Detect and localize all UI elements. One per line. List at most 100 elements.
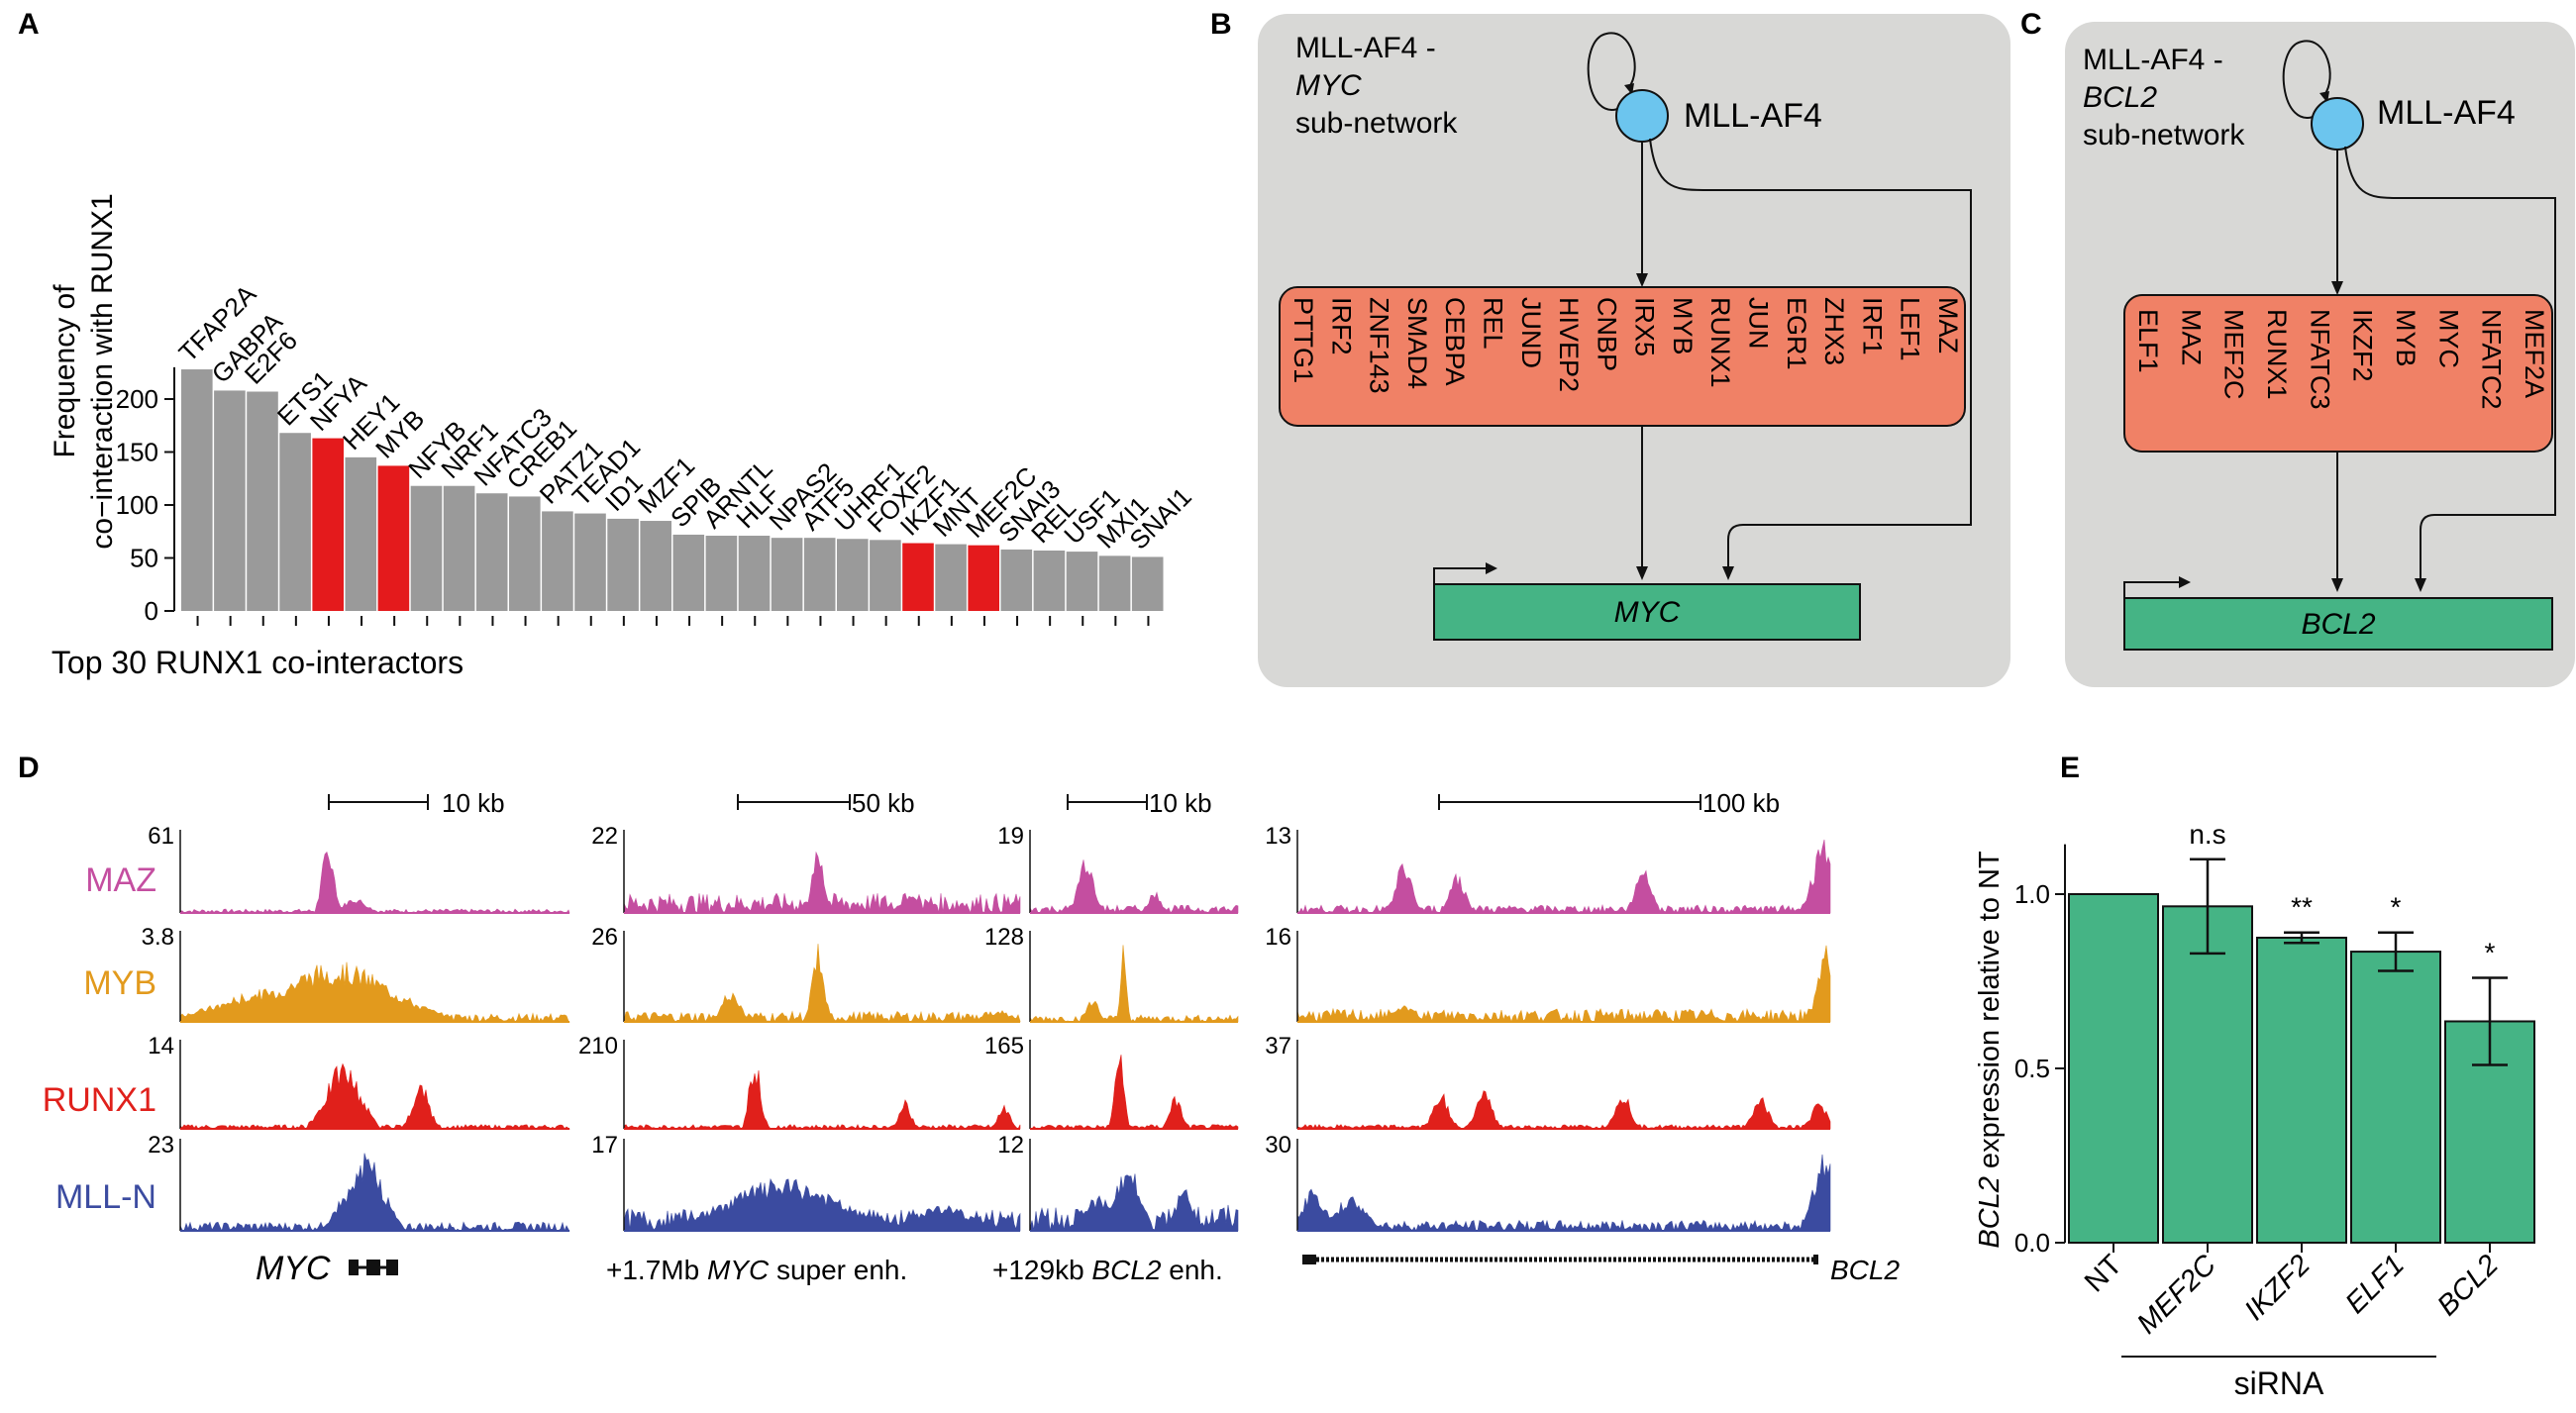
bar-foxf2 [870, 540, 901, 611]
track-name-runx1: RUNX1 [43, 1081, 156, 1119]
x-label-mef2c: MEF2C [2131, 1249, 2223, 1341]
track-max-mll-n-locus-4: 30 [1265, 1132, 1291, 1159]
x-label-elf1: ELF1 [2339, 1249, 2411, 1320]
track-myb-locus-2 [623, 944, 1021, 1023]
panel-c-edge-arrowhead-factors [2331, 281, 2343, 295]
error-bar-mef2c [2190, 858, 2225, 956]
track-max-mll-n-locus-2: 17 [591, 1132, 618, 1159]
bar-snai1 [1131, 556, 1164, 611]
panel-label-b: B [1210, 8, 1232, 41]
panel-b-factor-jund: JUND [1516, 297, 1546, 368]
panel-b-factor-irx5: IRX5 [1630, 297, 1660, 356]
locus-4-gene: BCL2 [1830, 1255, 1900, 1285]
bar-uhrf1 [837, 539, 869, 611]
panel-c-target-label: BCL2 [2301, 608, 2375, 641]
bar-creb1 [509, 496, 541, 611]
panel-c-factor-elf1: ELF1 [2133, 309, 2163, 373]
panel-d-genome-tracks: MAZ MYB RUNX1 MLL-N 10 kb 50 kb 10 kb 10… [43, 788, 1901, 1287]
y-tick-label: 150 [116, 438, 158, 467]
track-runx1-locus-3 [1029, 1055, 1239, 1130]
bar-usf1 [1066, 552, 1098, 611]
panel-c-self-loop [2282, 40, 2331, 119]
track-max-maz-locus-4: 13 [1265, 823, 1291, 850]
bar-mzf1 [640, 521, 671, 611]
myc-gene-model [349, 1260, 398, 1275]
panel-label-e: E [2060, 752, 2080, 784]
panel-b-title-line1: MLL-AF4 - [1295, 32, 1436, 64]
panel-c-factor-mef2c: MEF2C [2219, 309, 2249, 400]
scale-bar-1: 10 kb [328, 788, 505, 818]
track-max-runx1-locus-1: 14 [148, 1033, 174, 1060]
chart-e-y-label: BCL2 expression relative to NT [1974, 851, 2006, 1249]
bar-gabpa [214, 390, 246, 611]
chart-e: 0.00.51.0 n.s** ** NT MEF2C IKZF2 ELF1 BCL2 B… [1974, 819, 2535, 1401]
bar-tead1 [574, 513, 606, 611]
panel-c-title-line1: MLL-AF4 - [2083, 44, 2223, 76]
track-runx1-locus-2 [623, 1070, 1021, 1130]
bar-arntl [705, 536, 738, 611]
scale-bar-1-label: 10 kb [442, 788, 505, 818]
track-max-maz-locus-1: 61 [148, 823, 174, 850]
track-max-myb-locus-3: 128 [984, 924, 1024, 951]
panel-b-factor-lef1: LEF1 [1896, 297, 1925, 361]
bar-rel [1033, 551, 1066, 611]
panel-b-node-label: MLL-AF4 [1684, 97, 1822, 135]
track-max-myb-locus-4: 16 [1265, 924, 1291, 951]
track-mll-n-locus-4 [1296, 1154, 1831, 1232]
scale-bar-3: 10 kb [1067, 788, 1212, 818]
chart-a-y-label-line1: Frequency of [49, 284, 81, 458]
panel-c-factor-nfatc3: NFATC3 [2305, 309, 2334, 410]
panel-b-factor-irf2: IRF2 [1326, 297, 1356, 355]
track-maz-locus-1 [179, 851, 570, 914]
chart-e-category-labels: NT MEF2C IKZF2 ELF1 BCL2 [2079, 1249, 2505, 1341]
panel-c-network: MLL-AF4 - BCL2 sub-network MLL-AF4 ELF1 M… [2065, 22, 2575, 687]
panel-d-track-maxima: 61 3.8 14 23 22 26 210 17 19 128 165 12 13 16 37 30 [142, 823, 1291, 1159]
panel-b-factor-cnbp: CNBP [1592, 297, 1621, 371]
bar-mxi1 [1098, 555, 1131, 611]
panel-b-direct-edge-arrowhead [1722, 566, 1734, 580]
panel-b-factor-zhx3: ZHX3 [1819, 297, 1849, 365]
track-mll-n-locus-2 [623, 1177, 1021, 1232]
y-tick-label: 0.0 [2014, 1228, 2050, 1258]
chart-a-bars [181, 369, 1164, 611]
panel-c-mll-af4-node [2311, 97, 2364, 151]
track-max-myb-locus-2: 26 [591, 924, 618, 951]
significance-mef2c: n.s [2189, 819, 2225, 850]
error-bar-elf1 [2378, 931, 2414, 972]
bar-hlf [738, 536, 771, 611]
chart-a-y-axis: 0 50 100 150 200 [116, 366, 175, 626]
panel-b-self-loop [1587, 32, 1636, 111]
panel-c-target-gene-box [2123, 597, 2553, 651]
track-max-runx1-locus-3: 165 [984, 1033, 1024, 1060]
panel-b-factor-maz: MAZ [1933, 297, 1963, 353]
x-label-ikzf2: IKZF2 [2238, 1249, 2316, 1326]
significance-ikzf2: ** [2291, 892, 2313, 923]
panel-b-factor-egr1: EGR1 [1782, 297, 1811, 370]
track-max-myb-locus-1: 3.8 [142, 924, 174, 951]
panel-b-tss-arrowhead [1486, 562, 1497, 574]
panel-b-title-line3: sub-network [1295, 107, 1458, 140]
panel-c-factor-labels: ELF1 MAZ MEF2C RUNX1 NFATC3 IKZF2 MYB MYC NFATC2… [2133, 309, 2549, 410]
bar-patz1 [542, 511, 573, 611]
panel-c-node-label: MLL-AF4 [2377, 94, 2516, 132]
panel-c-direct-edge [2344, 146, 2556, 584]
chart-a: TFAP2AGABPAE2F6ETS1NFYAHEY1MYBNFYBNRF1NF… [49, 193, 1197, 680]
chart-e-group-label: siRNA [2234, 1365, 2324, 1401]
track-max-maz-locus-3: 19 [997, 823, 1024, 850]
scale-bar-3-label: 10 kb [1149, 788, 1212, 818]
track-myb-locus-3 [1029, 945, 1239, 1023]
panel-c-factor-myc: MYC [2433, 309, 2463, 368]
panel-c-tss-arrow [2123, 581, 2184, 598]
chart-e-bars: n.s** ** [2068, 819, 2535, 1245]
panel-c-factor-ikzf2: IKZF2 [2348, 309, 2378, 382]
locus-1-gene: MYC [256, 1250, 331, 1287]
y-tick-label: 1.0 [2014, 879, 2050, 909]
scale-bar-4: 100 kb [1438, 788, 1780, 818]
bar-hey1 [345, 456, 377, 611]
significance-elf1: * [2391, 892, 2402, 923]
track-max-runx1-locus-4: 37 [1265, 1033, 1291, 1060]
bar-ikzf2 [2256, 937, 2347, 1244]
bar-spib [672, 534, 705, 611]
track-max-mll-n-locus-1: 23 [148, 1132, 174, 1159]
